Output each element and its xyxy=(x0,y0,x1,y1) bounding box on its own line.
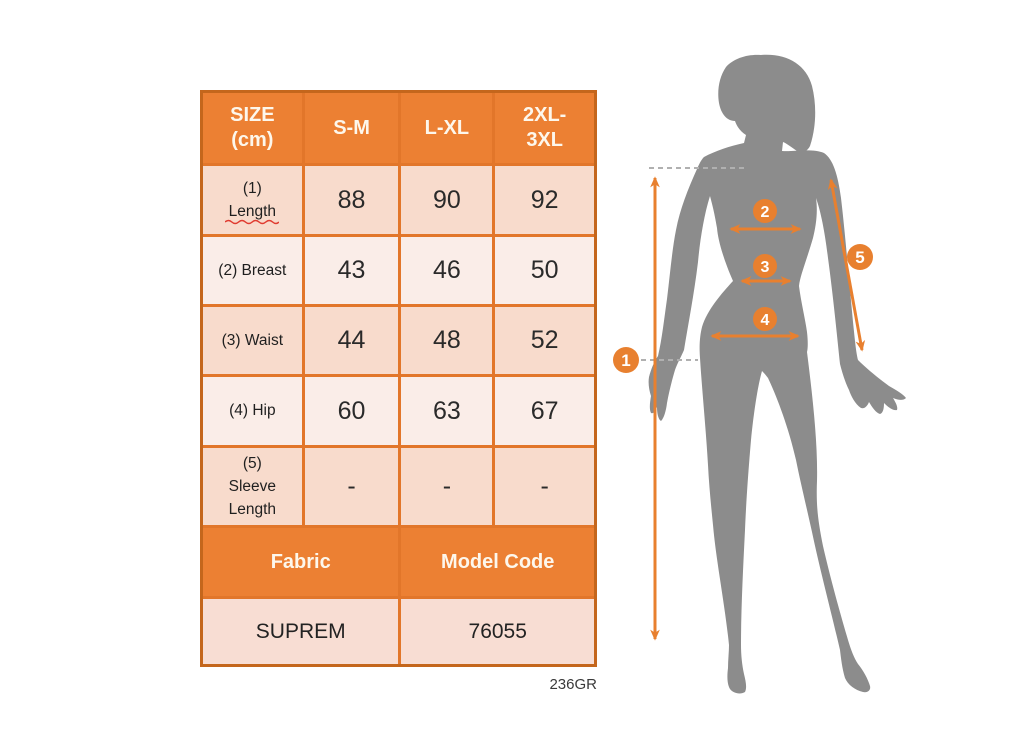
marker-2: 2 xyxy=(753,199,777,223)
value-length-2xl: 92 xyxy=(495,166,594,234)
fabric-header: Fabric xyxy=(203,528,399,596)
column-header-2xl-3xl: 2XL- 3XL xyxy=(495,93,594,163)
value-length-sm: 88 xyxy=(304,166,399,234)
model-code-value: 76055 xyxy=(401,599,594,664)
marker-3: 3 xyxy=(753,254,777,278)
sleeve-arrow xyxy=(827,178,866,352)
value-sleeve-2xl: - xyxy=(495,448,594,525)
measurement-figure: 1 2 3 4 5 xyxy=(613,54,906,694)
value-hip-2xl: 67 xyxy=(495,377,594,445)
model-code-header: Model Code xyxy=(401,528,594,596)
marker-5: 5 xyxy=(847,244,873,270)
size-chart-table: SIZE (cm) S-M L-XL 2XL- 3XL (1) Length 8… xyxy=(200,90,597,667)
column-header-l-xl: L-XL xyxy=(401,93,493,163)
row-label-waist: (3) Waist xyxy=(203,307,302,374)
marker-1: 1 xyxy=(613,347,639,373)
row-label-length-text: (1) Length xyxy=(228,179,277,220)
value-sleeve-lxl: - xyxy=(401,448,493,525)
value-sleeve-sm: - xyxy=(304,448,399,525)
value-waist-sm: 44 xyxy=(304,307,399,374)
marker-2-number: 2 xyxy=(761,204,770,221)
marker-4: 4 xyxy=(753,307,777,331)
fabric-value: SUPREM xyxy=(203,599,399,664)
marker-3-number: 3 xyxy=(761,259,770,276)
marker-5-number: 5 xyxy=(855,248,864,267)
marker-4-number: 4 xyxy=(761,312,770,329)
body-silhouette xyxy=(648,54,906,694)
value-waist-lxl: 48 xyxy=(401,307,493,374)
value-hip-sm: 60 xyxy=(304,377,399,445)
value-breast-sm: 43 xyxy=(304,237,399,304)
column-header-s-m: S-M xyxy=(304,93,399,163)
weight-note: 236GR xyxy=(549,676,597,693)
value-waist-2xl: 52 xyxy=(495,307,594,374)
row-label-breast: (2) Breast xyxy=(203,237,302,304)
value-hip-lxl: 63 xyxy=(401,377,493,445)
row-label-sleeve-length: (5) Sleeve Length xyxy=(203,448,302,525)
row-label-hip: (4) Hip xyxy=(203,377,302,445)
value-breast-2xl: 50 xyxy=(495,237,594,304)
column-header-size-cm: SIZE (cm) xyxy=(203,93,302,163)
row-label-length: (1) Length xyxy=(203,166,302,234)
marker-1-number: 1 xyxy=(621,351,630,370)
value-breast-lxl: 46 xyxy=(401,237,493,304)
value-length-lxl: 90 xyxy=(401,166,493,234)
